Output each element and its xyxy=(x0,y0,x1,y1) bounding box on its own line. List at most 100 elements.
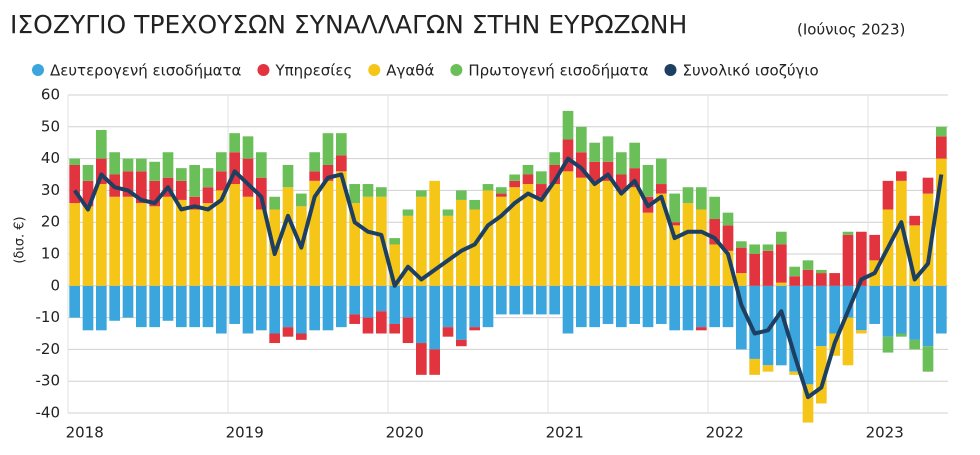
bar-segment xyxy=(856,231,867,286)
bar-segment xyxy=(269,333,280,344)
bar-segment xyxy=(389,244,400,286)
bar-segment xyxy=(429,285,440,350)
bar-segment xyxy=(456,199,467,286)
bar-segment xyxy=(736,273,747,286)
x-tick-label: 2023 xyxy=(866,424,904,442)
y-tick-label: 50 xyxy=(41,117,60,135)
bar-segment xyxy=(136,171,147,204)
bar-segment xyxy=(362,184,374,197)
bar-segment xyxy=(469,285,480,328)
bar-segment xyxy=(189,196,200,210)
bar-segment xyxy=(562,139,574,172)
bar-segment xyxy=(162,152,174,178)
bar-segment xyxy=(629,187,640,286)
bar-segment xyxy=(802,269,814,286)
bar-segment xyxy=(776,282,787,286)
bar-segment xyxy=(816,346,827,404)
bar-segment xyxy=(149,180,160,207)
bar-segment xyxy=(522,164,534,175)
total-line xyxy=(73,156,944,400)
bar-segment xyxy=(149,206,160,286)
bar-segment xyxy=(202,203,214,286)
bar-segment xyxy=(616,152,627,175)
bar-segment xyxy=(482,190,494,286)
bar-segment xyxy=(309,171,320,181)
bar-segment xyxy=(256,152,267,178)
bar-segment xyxy=(216,152,227,172)
bar-segment xyxy=(602,180,614,286)
bar-segment xyxy=(429,349,440,375)
bar-segment xyxy=(496,193,507,197)
bar-segment xyxy=(576,285,587,328)
legend-label: Υπηρεσίες xyxy=(274,62,352,80)
bar-segment xyxy=(829,273,840,286)
bar-segment xyxy=(376,285,387,312)
chart-subtitle: (Ιούνιος 2023) xyxy=(797,21,905,39)
bar-segment xyxy=(549,164,560,185)
bar-segment xyxy=(856,285,867,331)
bar-segment xyxy=(389,285,400,324)
bar-segment xyxy=(936,136,947,159)
bar-segment xyxy=(656,285,667,324)
bar-segment xyxy=(482,184,494,191)
bar-segment xyxy=(922,346,934,372)
bar-segment xyxy=(496,285,507,315)
bar-segment xyxy=(842,317,854,366)
bar-segment xyxy=(589,285,600,328)
bar-segment xyxy=(709,285,720,328)
bar-segment xyxy=(482,285,494,328)
bar-segment xyxy=(442,285,454,328)
bar-segment xyxy=(282,187,294,286)
bar-segment xyxy=(509,187,520,286)
bar-segment xyxy=(336,285,347,328)
bar-segment xyxy=(176,168,187,181)
y-tick-label: -10 xyxy=(36,308,61,326)
bar-segment xyxy=(322,180,334,286)
y-tick-label: -30 xyxy=(36,372,61,390)
bar-segment xyxy=(336,155,347,172)
bar-segment xyxy=(749,358,760,375)
bar-segment xyxy=(909,339,920,350)
bar-segment xyxy=(549,285,560,315)
bar-segment xyxy=(562,110,574,140)
bar-segment xyxy=(922,177,934,194)
bar-segment xyxy=(882,285,894,337)
bar-segment xyxy=(602,136,614,162)
bar-segment xyxy=(122,171,134,197)
legend-swatch xyxy=(257,64,270,76)
bar-segment xyxy=(736,247,747,274)
legend-label: Συνολικό ισοζύγιο xyxy=(682,62,818,80)
bar-segment xyxy=(376,311,387,334)
bar-segment xyxy=(69,203,80,286)
bar-segment xyxy=(442,215,454,286)
bar-segment xyxy=(722,212,734,226)
bar-segment xyxy=(469,199,480,210)
bar-segment xyxy=(469,327,480,331)
bar-segment xyxy=(856,330,867,334)
bar-segment xyxy=(296,193,307,207)
bar-segment xyxy=(402,209,414,216)
bar-segment xyxy=(816,269,827,274)
bar-segment xyxy=(336,133,347,156)
bar-segment xyxy=(656,158,667,185)
y-tick-label: -40 xyxy=(36,404,61,422)
legend-label: Αγαθά xyxy=(386,62,434,80)
bar-segment xyxy=(696,285,707,328)
bar-segment xyxy=(789,276,800,286)
bar-segment xyxy=(682,285,694,331)
bar-segment xyxy=(642,285,654,328)
chart-title: ΙΣΟΖΥΓΙΟ ΤΡΕΧΟΥΣΩΝ ΣΥΝΑΛΛΑΓΩΝ ΣΤΗΝ ΕΥΡΩΖ… xyxy=(10,10,687,39)
bar-segment xyxy=(762,285,774,366)
bar-segment xyxy=(349,184,360,204)
bar-segment xyxy=(216,285,227,334)
bar-segment xyxy=(722,285,734,328)
bar-segment xyxy=(256,285,267,331)
bar-segment xyxy=(202,285,214,328)
bar-segment xyxy=(162,196,174,286)
bar-segment xyxy=(909,215,920,226)
bar-segment xyxy=(402,285,414,318)
bar-segment xyxy=(242,136,254,159)
y-tick-label: 10 xyxy=(41,245,60,263)
x-tick-label: 2019 xyxy=(226,424,264,442)
bar-segment xyxy=(789,285,800,372)
